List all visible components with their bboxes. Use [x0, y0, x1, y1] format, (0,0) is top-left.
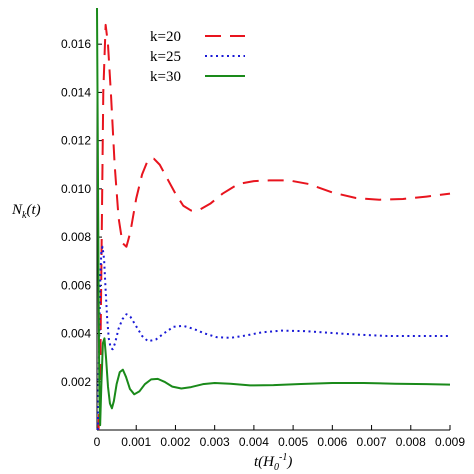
x-tick-label: 0.009	[435, 435, 465, 449]
x-tick-label: 0.007	[357, 435, 387, 449]
legend-label: k=25	[150, 49, 181, 65]
y-axis-label: Nk(t)	[11, 202, 41, 221]
x-tick-label: 0	[94, 435, 101, 449]
series-line-k30	[96, 7, 451, 427]
y-ticks: 0.002 0.004 0.006 0.008 0.010 0.012 0.014 0.016	[61, 37, 102, 389]
y-tick-label: 0.002	[61, 375, 91, 389]
y-tick-label: 0.006	[61, 278, 91, 292]
x-tick-label: 0.005	[278, 435, 308, 449]
y-tick-label: 0.014	[61, 85, 91, 99]
y-tick-label: 0.004	[61, 327, 91, 341]
x-tick-label: 0.008	[396, 435, 426, 449]
y-tick-label: 0.010	[61, 182, 91, 196]
series-line-k25	[96, 245, 450, 431]
legend-label: k=20	[150, 29, 181, 45]
plot-area: 0 0.001 0.002 0.003 0.004 0.005 0.006 0.007 0.00…	[61, 7, 465, 449]
legend: k=20 k=25 k=30	[150, 29, 245, 85]
x-tick-label: 0.002	[160, 435, 190, 449]
x-axis-label: t(H0-1)	[254, 452, 292, 473]
x-tick-label: 0.001	[121, 435, 151, 449]
x-tick-label: 0.004	[239, 435, 269, 449]
y-tick-label: 0.008	[61, 230, 91, 244]
series-line-k20	[97, 23, 451, 431]
legend-label: k=30	[150, 69, 181, 85]
x-tick-label: 0.006	[317, 435, 347, 449]
x-tick-label: 0.003	[200, 435, 230, 449]
y-tick-label: 0.016	[61, 37, 91, 51]
x-ticks: 0 0.001 0.002 0.003 0.004 0.005 0.006 0.007 0.00…	[94, 425, 465, 449]
y-tick-label: 0.012	[61, 134, 91, 148]
series-group	[96, 7, 451, 431]
